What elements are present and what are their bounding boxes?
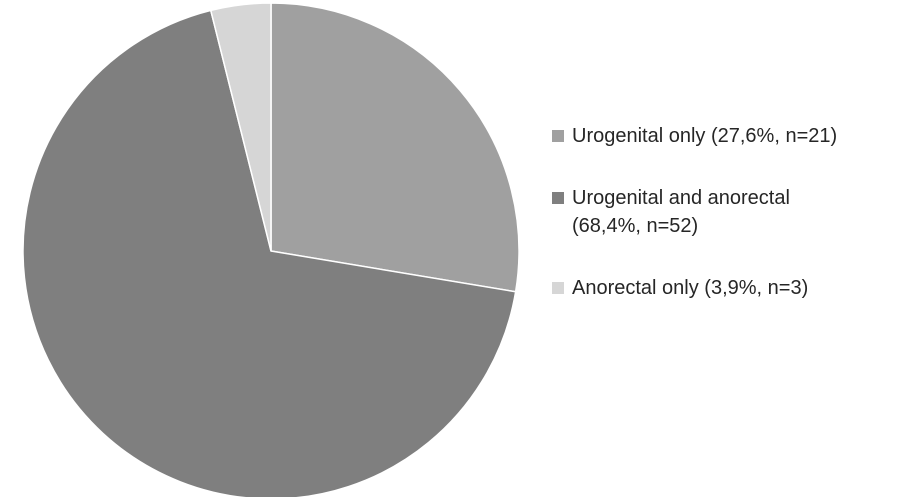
- legend-item-urogenital-and-anorectal: Urogenital and anorectal (68,4%, n=52): [552, 184, 902, 240]
- legend-swatch-anorectal-only: [552, 282, 564, 294]
- legend-item-urogenital-only: Urogenital only (27,6%, n=21): [552, 122, 902, 150]
- legend-swatch-urogenital-and-anorectal: [552, 192, 564, 204]
- legend: Urogenital only (27,6%, n=21) Urogenital…: [552, 122, 902, 302]
- legend-label-urogenital-only: Urogenital only (27,6%, n=21): [572, 125, 838, 147]
- pie-slice-urogenital-and-anorectal: [22, 9, 517, 497]
- legend-swatch-urogenital-only: [552, 130, 564, 142]
- legend-label-urogenital-and-anorectal: Urogenital and anorectal (68,4%, n=52): [572, 187, 790, 237]
- pie-slice-anorectal-only: [210, 2, 272, 252]
- legend-label-anorectal-only: Anorectal only (3,9%, n=3): [572, 277, 809, 299]
- pie-slice-urogenital-only: [270, 2, 520, 293]
- legend-item-anorectal-only: Anorectal only (3,9%, n=3): [552, 274, 902, 302]
